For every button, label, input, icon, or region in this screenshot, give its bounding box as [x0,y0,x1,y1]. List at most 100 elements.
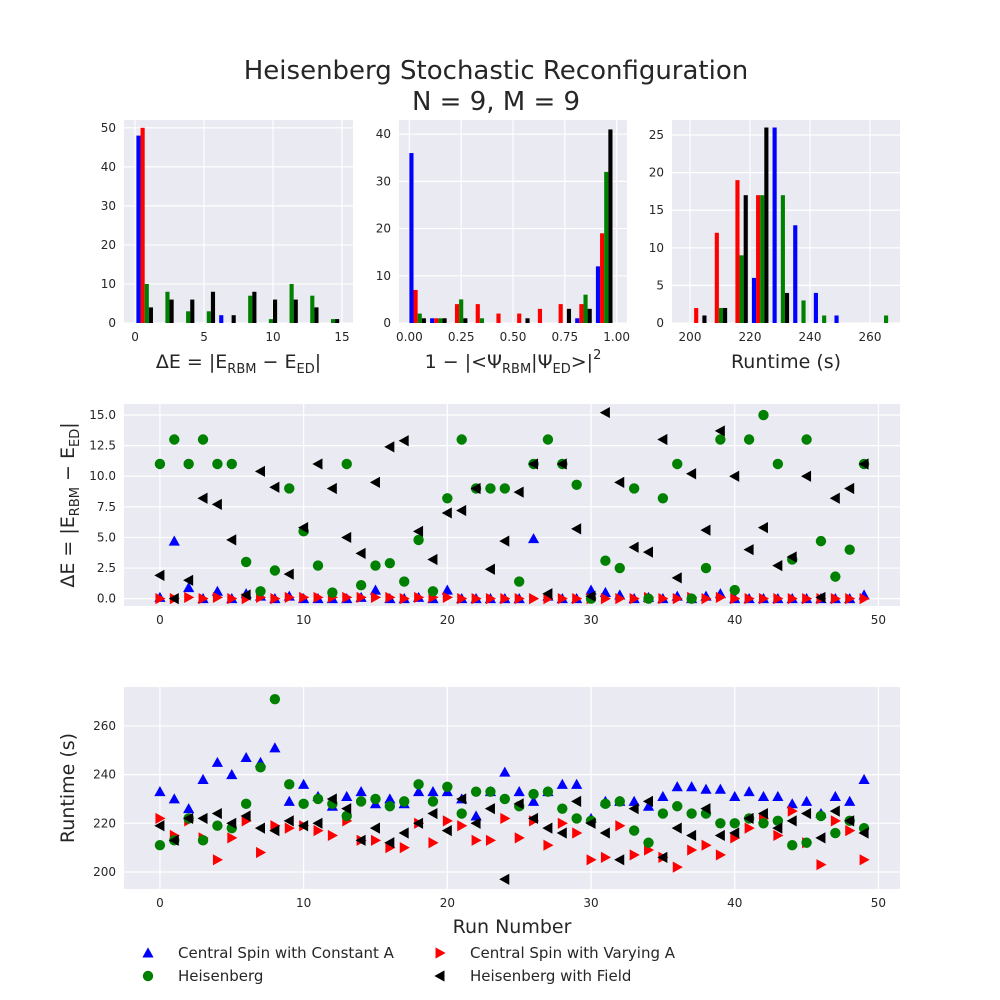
data-point-heisenberg-with-field [757,522,768,534]
data-point-heisenberg-with-field [786,815,797,827]
x-tick-label: 10 [265,330,280,344]
data-point-heisenberg-with-field [441,507,452,519]
data-point-heisenberg-with-field [168,834,179,846]
data-point-central-spin-with-varying-a [385,591,396,604]
data-point-heisenberg-with-field [628,541,639,553]
legend-entry: Central Spin with Varying A [435,944,676,962]
data-point-heisenberg [355,796,367,807]
data-point-central-spin-with-varying-a [385,842,396,854]
data-point-heisenberg-with-field [800,470,812,482]
data-point-heisenberg [240,556,252,568]
data-point-central-spin-with-constant-a [700,783,712,794]
data-point-central-spin-with-constant-a [786,798,798,809]
data-point-heisenberg [341,458,352,470]
x-tick-label: 20 [440,613,455,627]
histogram-bar-heisenberg [330,319,336,323]
data-point-heisenberg-with-field [470,817,481,829]
data-point-central-spin-with-varying-a [514,593,525,605]
histogram-bar-heisenberg [801,300,806,323]
histogram-bar-heisenberg-with-field [314,307,319,323]
data-point-central-spin-with-varying-a [442,815,453,827]
data-point-heisenberg-with-field [384,837,395,849]
axis-label-part: 1 − |<Ψ [425,351,502,373]
data-point-heisenberg-with-field [786,551,797,563]
histogram-bar-heisenberg [739,255,744,323]
y-tick-label: 2.5 [97,561,116,575]
data-point-central-spin-with-varying-a [270,820,281,832]
data-point-heisenberg [571,813,582,824]
data-point-heisenberg [212,458,223,470]
data-point-heisenberg-with-field [254,465,265,477]
y-tick-label: 30 [376,174,391,188]
data-point-heisenberg-with-field [484,563,495,575]
data-point-heisenberg-with-field [183,574,194,586]
data-point-heisenberg-with-field [412,817,424,829]
data-point-central-spin-with-varying-a [399,842,410,854]
data-point-heisenberg-with-field [154,569,165,581]
data-point-central-spin-with-varying-a [371,591,382,604]
data-point-heisenberg-with-field [614,854,625,866]
histogram-bar-heisenberg-with-field [231,315,236,323]
data-point-heisenberg-with-field [197,812,208,825]
data-point-central-spin-with-constant-a [369,584,382,595]
data-point-central-spin-with-varying-a [730,832,741,844]
data-point-heisenberg-with-field [743,812,754,825]
histogram-bar-heisenberg-with-field [784,292,790,323]
data-point-heisenberg-with-field [556,458,567,470]
data-point-central-spin-with-varying-a [184,591,195,604]
chart-marks [136,127,340,323]
data-point-heisenberg [341,810,352,822]
data-point-heisenberg-with-field [312,817,323,829]
x-tick-label: 30 [583,896,598,910]
data-point-central-spin-with-constant-a [183,582,195,593]
data-point-heisenberg-with-field [427,553,438,566]
data-point-central-spin-with-varying-a [212,854,224,866]
histogram-bar-heisenberg-with-field [764,127,769,323]
legend-marker-triangle-right [435,947,446,959]
data-point-heisenberg-with-field [355,547,366,559]
histogram-bar-heisenberg [417,313,422,323]
data-point-heisenberg-with-field [326,482,337,495]
data-point-central-spin-with-varying-a [557,593,568,605]
data-point-heisenberg-with-field [542,588,553,600]
y-tick-label: 40 [376,127,391,141]
histogram-bar-central-spin-with-varying-a [454,304,460,323]
x-tick-label: 20 [440,896,455,910]
data-point-heisenberg [154,458,166,470]
x-tick-label: 40 [727,896,742,910]
data-point-heisenberg-with-field [369,822,380,834]
data-point-heisenberg [715,818,726,829]
data-point-heisenberg-with-field [686,468,697,480]
y-axis-label: ΔE = |ERBM − EED| [57,422,83,587]
data-point-heisenberg-with-field [154,820,165,832]
data-point-heisenberg-with-field [599,406,610,419]
histogram-bar-heisenberg-with-field [252,291,257,323]
data-point-central-spin-with-constant-a [556,778,568,789]
data-point-heisenberg-with-field [642,546,653,558]
data-point-central-spin-with-varying-a [773,829,784,842]
data-point-heisenberg-with-field [700,524,711,536]
x-axis-label: Run Number [453,916,572,938]
plot-area [124,404,900,606]
histogram-bar-heisenberg [186,311,191,323]
data-point-heisenberg [614,796,625,807]
data-point-central-spin-with-constant-a [470,810,482,821]
data-point-central-spin-with-constant-a [527,533,540,544]
data-point-central-spin-with-varying-a [629,593,640,605]
data-point-central-spin-with-constant-a [657,790,669,801]
data-point-heisenberg-with-field [815,832,826,844]
histogram-bar-central-spin-with-varying-a [496,313,501,323]
data-point-heisenberg-with-field [499,535,510,547]
axis-label-part: ΔE = |E [57,516,79,587]
data-point-heisenberg [298,798,309,810]
data-point-central-spin-with-constant-a [829,790,841,801]
y-tick-label: 50 [101,121,116,135]
x-tick-label: 0.00 [396,330,423,344]
data-point-central-spin-with-varying-a [744,822,755,834]
data-point-central-spin-with-varying-a [313,591,324,604]
data-point-heisenberg-with-field [772,560,783,572]
data-point-heisenberg-with-field [700,803,711,815]
y-tick-label: 5 [656,278,664,292]
data-point-heisenberg [284,483,295,494]
data-point-central-spin-with-varying-a [399,593,410,605]
